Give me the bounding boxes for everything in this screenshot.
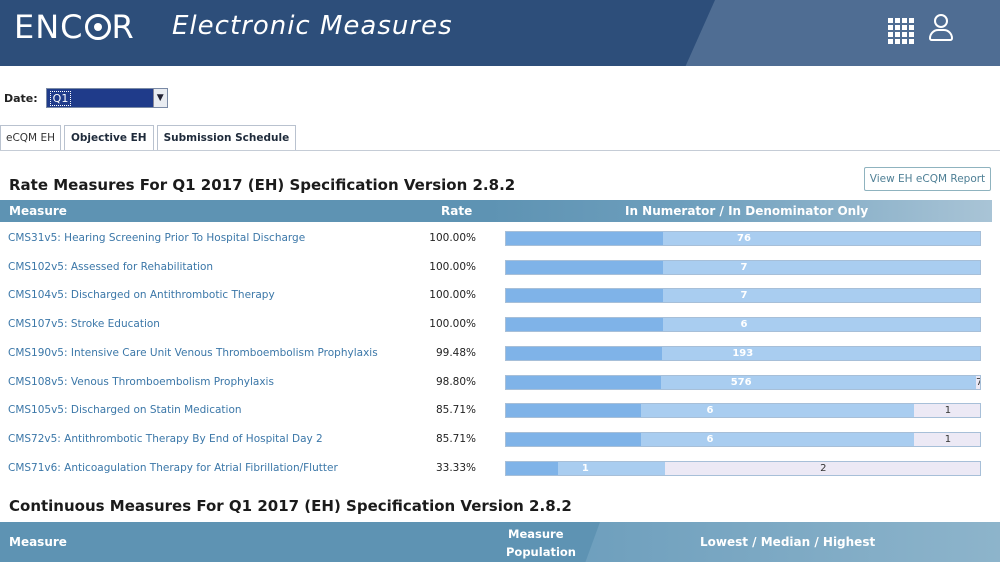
table-row: CMS31v5: Hearing Screening Prior To Hosp… — [0, 226, 1000, 254]
numerator-denominator-bar: 193 — [505, 345, 981, 361]
rate-measures-title: Rate Measures For Q1 2017 (EH) Specifica… — [9, 176, 516, 194]
app-logo[interactable]: ENC R — [14, 8, 135, 46]
app-title: Electronic Measures — [172, 11, 453, 41]
table-row: CMS102v5: Assessed for Rehabilitation 100… — [0, 255, 1000, 283]
denominator-only-count: 2 — [820, 462, 827, 474]
numerator-count: 76 — [737, 233, 751, 244]
numerator-denominator-bar: 7 — [505, 259, 981, 275]
numerator-count: 6 — [706, 433, 714, 445]
bar-fill — [506, 318, 664, 332]
logo-mark — [84, 14, 111, 40]
numerator-count: 576 — [730, 376, 752, 388]
table-row: CMS190v5: Intensive Care Unit Venous Thr… — [0, 341, 1000, 369]
measure-link[interactable]: CMS102v5: Assessed for Rehabilitation — [8, 260, 214, 273]
logo-text: ENC R — [14, 8, 135, 46]
tab-submission-schedule[interactable]: Submission Schedule — [156, 125, 297, 150]
measure-rate: 100.00% — [429, 289, 476, 302]
numerator-count: 7 — [740, 290, 748, 302]
continuous-col-stats: Lowest / Median / Highest — [700, 535, 876, 549]
measure-rate: 33.33% — [435, 461, 476, 474]
table-row: CMS108v5: Venous Thromboembolism Prophyl… — [0, 370, 1000, 398]
table-row: CMS107v5: Stroke Education 100.00% 6 — [0, 312, 1000, 340]
measure-rate: 100.00% — [429, 318, 476, 331]
rate-table-header — [0, 200, 490, 222]
bar-fill-light — [661, 375, 977, 389]
numerator-count: 6 — [706, 405, 714, 417]
continuous-measures-title: Continuous Measures For Q1 2017 (EH) Spe… — [9, 497, 572, 515]
tabs-divider — [0, 150, 1000, 151]
tab-bar: eCQM EH Objective EH Submission Schedule — [0, 125, 297, 150]
measure-link[interactable]: CMS72v5: Antithrombotic Therapy By End o… — [8, 432, 323, 445]
measure-rate: 99.48% — [435, 346, 476, 359]
measure-link[interactable]: CMS71v6: Anticoagulation Therapy for Atr… — [8, 461, 338, 474]
numerator-count: 1 — [581, 462, 589, 474]
tab-objective-eh[interactable]: Objective EH — [63, 125, 154, 150]
denominator-only-count: 1 — [944, 405, 952, 417]
table-row: CMS72v5: Antithrombotic Therapy By End o… — [0, 427, 1000, 455]
date-selected-value: Q1 — [49, 90, 72, 106]
continuous-table-header — [0, 522, 578, 562]
numerator-denominator-bar: 6 — [505, 317, 981, 333]
bar-fill — [506, 375, 662, 389]
continuous-col-population-2[interactable]: Population — [506, 545, 576, 559]
continuous-col-measure[interactable]: Measure — [9, 535, 67, 549]
denominator-only-count: 1 — [944, 433, 952, 445]
measure-rate: 85.71% — [435, 404, 476, 417]
table-row: CMS104v5: Discharged on Antithrombotic T… — [0, 283, 1000, 311]
bar-fill-light — [640, 432, 914, 446]
measure-rate: 98.80% — [435, 375, 476, 388]
bar-fill-light — [663, 260, 980, 274]
app-header: ENC R Electronic Measures — [0, 0, 1000, 66]
measure-rate: 100.00% — [429, 260, 476, 273]
bar-fill — [506, 232, 664, 245]
measure-link[interactable]: CMS104v5: Discharged on Antithrombotic T… — [8, 289, 275, 302]
measure-link[interactable]: CMS107v5: Stroke Education — [8, 318, 160, 331]
numerator-count: 193 — [732, 347, 754, 359]
table-row: CMS105v5: Discharged on Statin Medicatio… — [0, 398, 1000, 426]
numerator-count: 6 — [740, 319, 748, 331]
numerator-denominator-bar: 7 — [505, 288, 981, 304]
continuous-table-header-stats — [578, 522, 1000, 562]
date-filter: Date: Q1 ▼ — [4, 88, 168, 108]
measure-link[interactable]: CMS190v5: Intensive Care Unit Venous Thr… — [8, 346, 378, 359]
bar-fill-light — [640, 404, 914, 418]
numerator-denominator-bar: 576 7 — [505, 374, 981, 390]
view-report-button[interactable]: View EH eCQM Report — [864, 167, 991, 191]
col-numerator-denominator: In Numerator / In Denominator Only — [625, 204, 869, 218]
bar-fill — [506, 404, 641, 418]
chevron-down-icon[interactable]: ▼ — [152, 89, 167, 107]
bar-fill — [506, 289, 664, 303]
bar-fill — [506, 461, 559, 475]
date-select[interactable]: Q1 ▼ — [45, 88, 168, 108]
date-label: Date: — [4, 91, 38, 105]
grid-icon[interactable] — [888, 18, 914, 44]
rate-table-header-bars — [490, 200, 992, 222]
measure-link[interactable]: CMS31v5: Hearing Screening Prior To Hosp… — [8, 232, 306, 244]
bar-fill-light — [663, 232, 980, 245]
col-rate[interactable]: Rate — [441, 204, 473, 218]
denominator-only-count: 7 — [976, 376, 980, 389]
table-row: CMS71v6: Anticoagulation Therapy for Atr… — [0, 456, 1000, 484]
bar-fill-light — [662, 346, 980, 360]
bar-fill-light — [558, 461, 665, 475]
continuous-col-population-1[interactable]: Measure — [508, 527, 564, 541]
numerator-denominator-bar: 76 — [505, 231, 981, 246]
bar-fill — [506, 432, 641, 446]
bar-fill-light — [663, 318, 980, 332]
user-icon[interactable] — [928, 14, 954, 44]
measure-link[interactable]: CMS105v5: Discharged on Statin Medicatio… — [8, 404, 242, 417]
col-measure[interactable]: Measure — [9, 204, 67, 218]
measure-rate: 100.00% — [429, 232, 476, 244]
measure-link[interactable]: CMS108v5: Venous Thromboembolism Prophyl… — [8, 375, 274, 388]
bar-fill — [506, 260, 664, 274]
measure-rate: 85.71% — [435, 432, 476, 445]
numerator-count: 7 — [740, 261, 748, 273]
tab-ecqm-eh[interactable]: eCQM EH — [0, 125, 61, 150]
bar-fill — [506, 346, 663, 360]
bar-fill-light — [663, 289, 980, 303]
